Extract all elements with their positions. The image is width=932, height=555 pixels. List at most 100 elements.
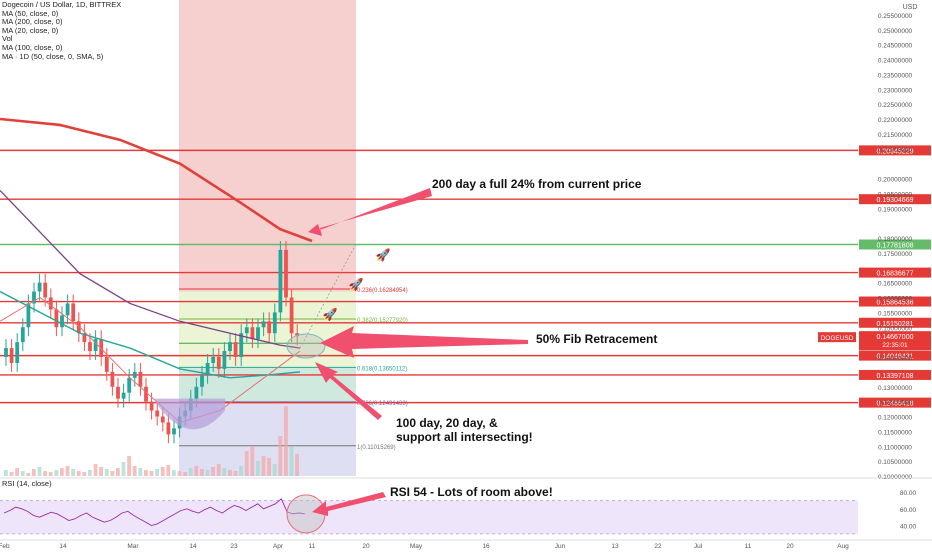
time-axis-tick: Aug [837,543,849,550]
ma50-line [0,290,301,379]
fib-level-label: 0.786(0.12491433) [357,401,408,407]
arrow-support [315,362,382,420]
volume-bar [144,470,148,476]
annotation-ma200: 200 day a full 24% from current price [432,177,642,191]
price-axis-tick: 0.20000000 [878,177,913,184]
volume-bar [76,471,81,476]
price-level-tag-text: 0.19304669 [877,197,914,204]
candle [65,303,70,316]
price-axis-tick: 0.23000000 [878,87,913,94]
time-axis-tick: 11 [309,543,316,550]
indicator-label[interactable]: MA (20, close, 0) [2,25,59,35]
volume-bar [116,468,120,476]
volume-bar [93,464,98,476]
candle [200,374,204,387]
arrow-rsi [312,492,386,516]
candle [149,401,154,411]
rsi-pane-label[interactable]: RSI (14, close) [2,479,52,488]
volume-bar [110,471,115,476]
indicator-label[interactable]: MA (100, close, 0) [2,42,63,52]
indicator-label[interactable]: Vol [2,34,13,44]
countdown-text: 22:35:01 [882,342,908,349]
candle [116,386,120,399]
price-axis-tick: 0.19500000 [878,191,913,198]
candle [278,249,283,313]
price-axis-tick: 0.21500000 [878,132,913,139]
rsi-axis-tick: 60.00 [900,507,917,514]
volume-bar [244,451,249,476]
candle [289,297,294,334]
candle [88,342,92,352]
candle [20,327,25,343]
intersection-marker [286,333,326,359]
volume-bar [200,469,204,476]
ma100-line [0,189,301,349]
candle [4,348,8,357]
price-level-tag-bg [859,296,931,307]
time-axis-tick: 11 [745,543,752,550]
price-level-tag-text: 0.13397108 [877,373,914,380]
price-axis-tick: 0.11000000 [878,444,912,451]
volume-bar [104,469,109,476]
price-axis-tick: 0.18000000 [878,236,913,243]
candle [132,371,137,378]
volume-bar [54,470,59,476]
price-level-tag: 0.14046431 [859,350,931,361]
candle [76,321,81,334]
price-level-tag: 0.13397108 [859,369,931,380]
volume-bar [155,469,159,476]
price-level-tag-text: 0.16836677 [877,271,914,278]
candle [71,303,76,322]
volume-bar [256,461,260,476]
indicator-label[interactable]: MA (200, close, 0) [2,17,63,27]
cup-pattern [155,398,225,430]
price-axis-tick: 0.25500000 [878,13,913,20]
time-axis-tick: Mar [127,543,139,550]
fib-level-label: 0.618(0.13650112) [357,366,407,372]
indicator-label[interactable]: MA · 1D (50, close, 0, SMA, 5) [2,51,104,61]
arrow-ma200 [308,188,432,236]
time-axis-tick: 16 [482,543,490,550]
volume-bar [177,471,182,476]
volume-bar [4,470,8,476]
candle [144,386,148,402]
price-level-tag-bg [859,194,931,205]
volume-bar [284,406,288,476]
candle [239,333,244,357]
volume-bar [71,469,75,476]
volume-bar [183,472,187,476]
volume-bar [272,464,277,476]
price-level-tag-text: 0.15150281 [877,321,914,328]
price-level-tag: 0.19304669 [859,194,931,205]
price-level-tag-text: 0.20945229 [877,148,914,155]
volume-bar [149,471,154,476]
indicator-label[interactable]: MA (50, close, 0) [2,8,59,18]
annotation-support-1: 100 day, 20 day, & [396,416,498,430]
fib-level-label: 0.236(0.16284954) [357,288,408,294]
price-level-tag-bg [859,267,931,278]
candle [250,327,255,340]
price-level-tag-bg [859,145,931,156]
volume-bar [216,464,221,476]
volume-bar [32,469,36,476]
price-axis-tick: 0.15000000 [878,325,913,332]
time-axis-tick: 14 [189,543,197,550]
candle [261,321,266,328]
time-axis-tick: 20 [362,543,370,550]
price-axis-tick: 0.17500000 [878,251,913,258]
volume-bar [160,467,165,476]
volume-bar [205,470,210,476]
price-axis-tick: 0.10500000 [878,459,913,466]
time-axis-tick: Jun [555,543,566,550]
time-axis-tick: 23 [230,543,238,550]
candle [110,371,115,387]
candle [211,357,216,363]
fib-level-label: 1(0.11015269) [357,445,396,451]
volume-bar [211,467,215,476]
currency-label: USD [903,4,918,11]
price-level-tag: 0.15150281 [859,317,931,328]
candle [138,371,143,387]
time-axis-tick: 14 [59,543,67,550]
